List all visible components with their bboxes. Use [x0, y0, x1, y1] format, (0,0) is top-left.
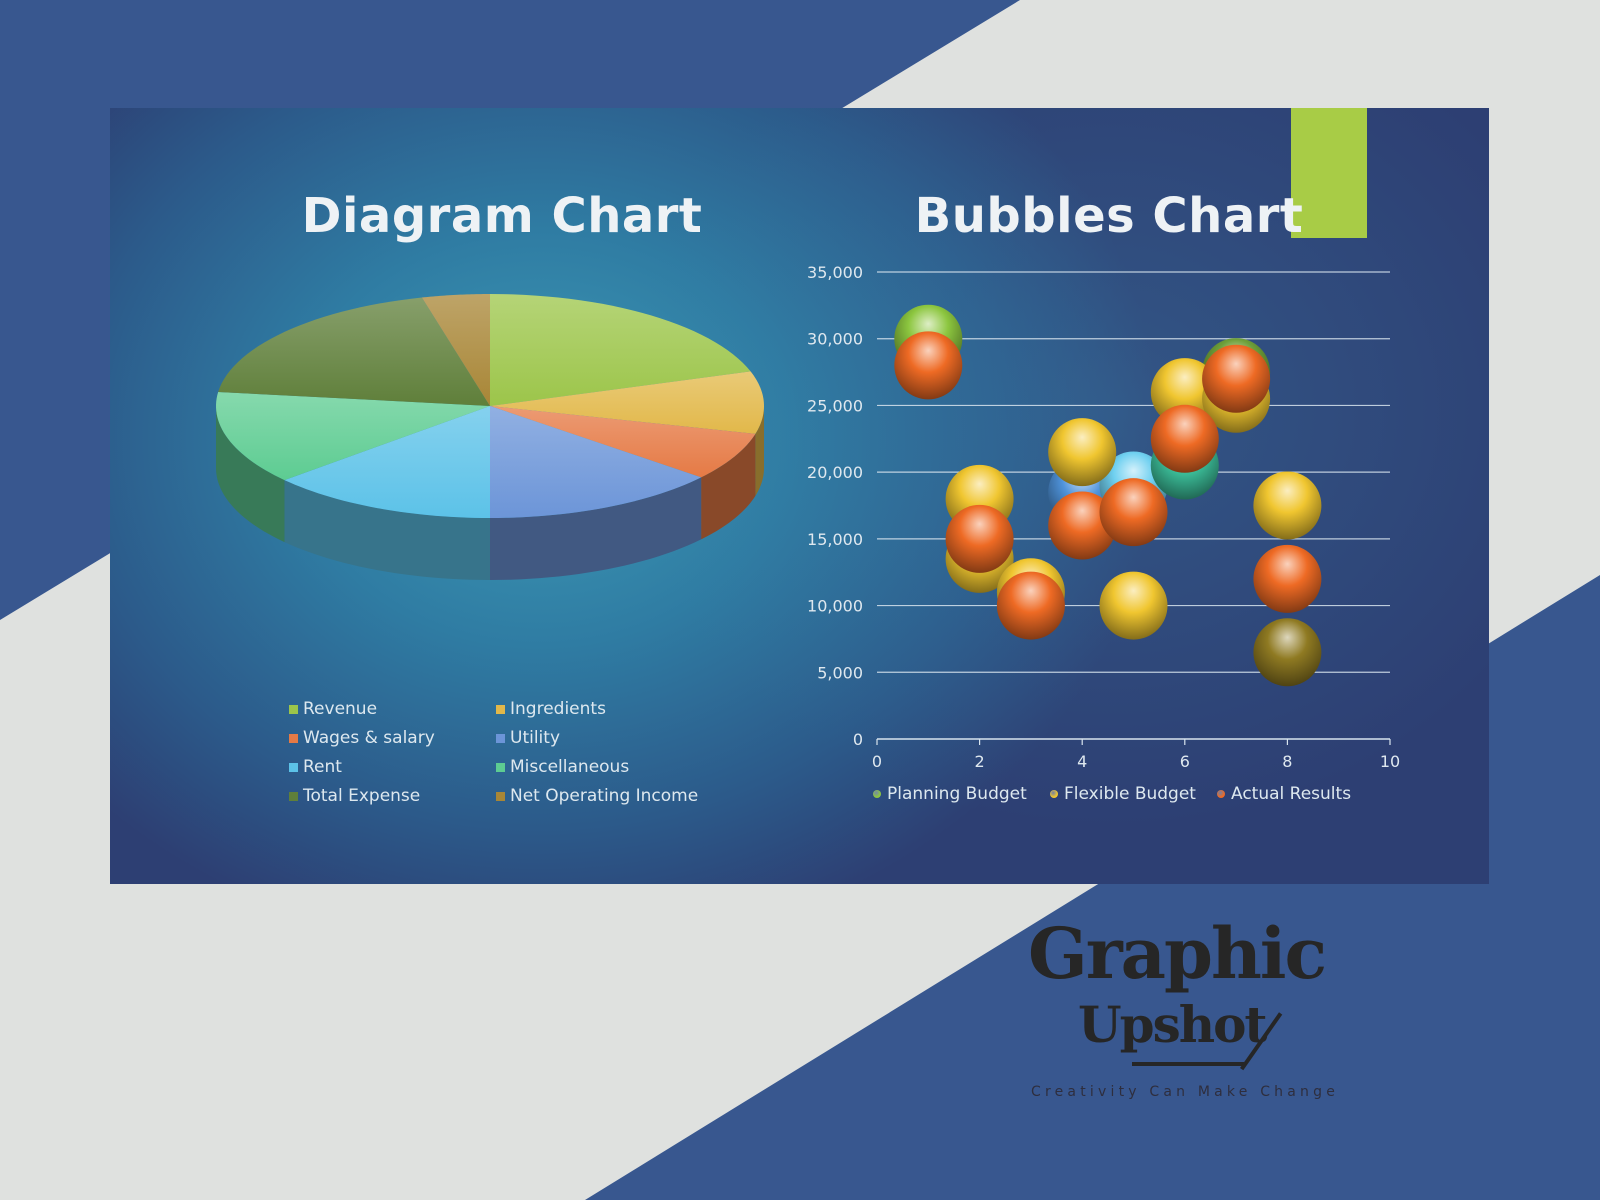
- bubble-chart: 0 5,000 10,000 15,000 20,000 25,000 30,000 35,0…: [807, 263, 1400, 771]
- x-tick-label: 10: [1380, 752, 1400, 771]
- logo-upshot: Upshot: [1078, 995, 1268, 1054]
- bubble-legend-item: Flexible Budget: [1050, 784, 1196, 804]
- pie-slice: [490, 294, 751, 406]
- legend-swatch: [289, 762, 298, 772]
- pie-chart: [216, 294, 764, 580]
- pie-chart-title: Diagram Chart: [301, 188, 703, 244]
- logo-underline: [1132, 1062, 1244, 1066]
- bubble-legend-item: Planning Budget: [873, 784, 1027, 804]
- pie-legend-item: Rent: [289, 757, 342, 777]
- pie-slice: [490, 371, 764, 434]
- y-tick-label: 10,000: [807, 597, 863, 616]
- bubble-planning-budget: [1253, 618, 1322, 687]
- x-tick-label: 0: [872, 752, 882, 771]
- y-tick-label: 15,000: [807, 530, 863, 549]
- y-tick-label: 5,000: [817, 663, 863, 682]
- bubble-actual-results: [1150, 404, 1219, 473]
- bubble-actual-results: [1048, 491, 1117, 560]
- y-tick-label: 30,000: [807, 330, 863, 349]
- legend-swatch: [496, 762, 505, 772]
- pie-slice-side: [755, 406, 764, 496]
- legend-label: Flexible Budget: [1064, 784, 1196, 804]
- bubble-flexible-budget: [1048, 418, 1117, 487]
- bubble-flexible-budget: [1253, 471, 1322, 540]
- legend-label: Miscellaneous: [510, 757, 630, 777]
- accent-bar: [1291, 108, 1367, 238]
- pie-slice: [218, 297, 490, 406]
- bubble-chart-title: Bubbles Chart: [914, 188, 1304, 244]
- bubble-flexible-budget: [1099, 571, 1168, 640]
- pie-legend-item: Miscellaneous: [496, 757, 629, 777]
- bubble-legend-item: Actual Results: [1217, 784, 1351, 804]
- pie-legend-item: Revenue: [289, 699, 377, 719]
- y-tick-label: 0: [853, 730, 863, 749]
- x-tick-label: 4: [1077, 752, 1087, 771]
- y-tick-label: 25,000: [807, 396, 863, 415]
- pie-slice-side: [490, 477, 702, 580]
- pie-legend-item: Net Operating Income: [496, 786, 698, 806]
- pie-legend-item: Total Expense: [289, 786, 420, 806]
- chart-panel: Diagram Chart Bubbles Chart 0 5,000 10,000…: [110, 108, 1489, 884]
- legend-swatch: [496, 733, 505, 743]
- bubble-actual-results: [945, 504, 1014, 573]
- legend-label: Planning Budget: [887, 784, 1027, 804]
- logo-tagline: Creativity Can Make Change: [1031, 1084, 1340, 1100]
- pie-slice: [490, 406, 756, 478]
- legend-label: Actual Results: [1231, 784, 1352, 804]
- pie-legend-item: Utility: [496, 728, 560, 748]
- bubble-actual-results: [1253, 544, 1322, 613]
- x-tick-label: 6: [1180, 752, 1190, 771]
- bubble-actual-results: [1099, 478, 1168, 547]
- legend-swatch: [289, 704, 298, 714]
- legend-bubble-icon: [1050, 790, 1058, 798]
- legend-label: Utility: [510, 728, 561, 748]
- legend-label: Wages & salary: [303, 728, 435, 748]
- legend-label: Ingredients: [510, 699, 606, 719]
- pie-legend-item: Ingredients: [496, 699, 606, 719]
- legend-label: Net Operating Income: [510, 786, 699, 806]
- pie-slice: [284, 406, 490, 518]
- legend-bubble-icon: [1217, 790, 1225, 798]
- y-tick-label: 20,000: [807, 463, 863, 482]
- bubble-actual-results: [1202, 344, 1271, 413]
- charts-canvas: 0 5,000 10,000 15,000 20,000 25,000 30,000 35,0…: [216, 263, 1400, 771]
- x-tick-label: 8: [1282, 752, 1292, 771]
- bubble-actual-results: [894, 331, 963, 400]
- legend-swatch: [289, 791, 298, 801]
- legend-bubble-icon: [873, 790, 881, 798]
- pie-slice: [216, 391, 490, 481]
- pie-legend-item: Wages & salary: [289, 728, 435, 748]
- legend-label: Revenue: [303, 699, 378, 719]
- pie-slice-side: [701, 433, 756, 540]
- pie-slice-side: [216, 406, 285, 543]
- logo-graphic: Graphic: [1028, 912, 1327, 995]
- bubble-flexible-budget: [1150, 358, 1219, 427]
- legend-swatch: [496, 791, 505, 801]
- legend-swatch: [289, 733, 298, 743]
- pie-slice: [490, 406, 702, 518]
- legend-label: Total Expense: [303, 786, 421, 806]
- bubble-actual-results: [996, 571, 1065, 640]
- x-tick-label: 2: [975, 752, 985, 771]
- pie-slice-side: [284, 480, 490, 580]
- pie-slice: [421, 294, 490, 406]
- legend-label: Rent: [303, 757, 342, 777]
- y-tick-label: 35,000: [807, 263, 863, 282]
- legend-swatch: [496, 704, 505, 714]
